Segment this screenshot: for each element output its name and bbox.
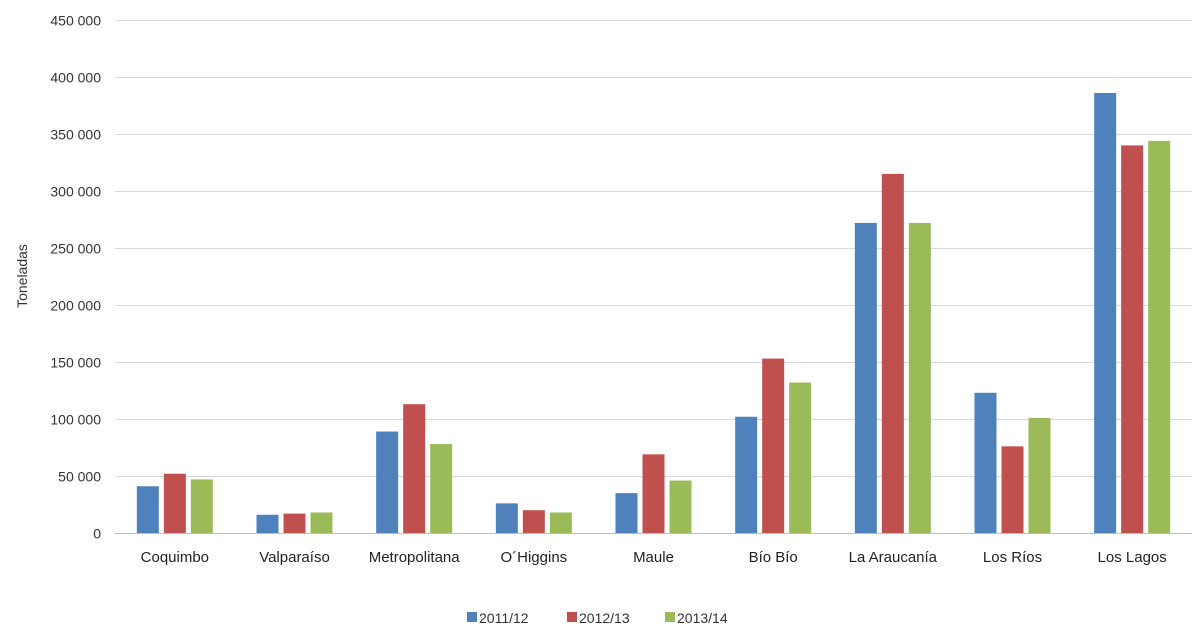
bar bbox=[1148, 140, 1171, 533]
bar bbox=[163, 473, 186, 533]
bar bbox=[310, 512, 333, 533]
bar bbox=[1028, 417, 1051, 533]
bar bbox=[376, 431, 399, 533]
bar bbox=[136, 486, 159, 533]
x-tick-label: Bío Bío bbox=[749, 549, 798, 566]
bar bbox=[974, 392, 997, 533]
bar bbox=[190, 479, 213, 533]
legend-item: 2012/13 bbox=[567, 610, 630, 626]
x-tick-label: Valparaíso bbox=[259, 549, 330, 566]
x-tick-label: Los Lagos bbox=[1098, 549, 1167, 566]
y-tick-label: 250 000 bbox=[50, 241, 101, 257]
legend-swatch bbox=[467, 612, 477, 622]
x-tick-label: La Araucanía bbox=[849, 549, 938, 566]
bar bbox=[283, 513, 306, 533]
x-tick-label: Maule bbox=[633, 549, 674, 566]
legend-swatch bbox=[665, 612, 675, 622]
bar bbox=[881, 173, 904, 533]
y-tick-label: 450 000 bbox=[50, 13, 101, 29]
x-tick-label: O´Higgins bbox=[500, 549, 567, 566]
legend: 2011/12 2012/13 2013/14 bbox=[467, 610, 728, 626]
legend-item: 2013/14 bbox=[665, 610, 728, 626]
bar bbox=[669, 480, 692, 533]
bars bbox=[136, 92, 1171, 534]
bar bbox=[430, 444, 453, 533]
bar bbox=[908, 222, 931, 534]
y-tick-label: 0 bbox=[93, 526, 101, 542]
bar bbox=[854, 222, 877, 534]
bar bbox=[1094, 92, 1117, 534]
x-axis-ticks: Coquimbo Valparaíso Metropolitana O´Higgins… bbox=[141, 549, 1167, 566]
bar bbox=[403, 404, 426, 533]
bar bbox=[1121, 145, 1144, 533]
legend-label: 2013/14 bbox=[677, 610, 728, 626]
legend-label: 2011/12 bbox=[479, 610, 529, 626]
y-tick-label: 350 000 bbox=[50, 127, 101, 143]
gridlines bbox=[115, 20, 1192, 477]
y-axis-ticks: 0 50 000 100 000 150 000 200 000 250 000 300 0… bbox=[50, 13, 101, 542]
bar bbox=[549, 512, 572, 533]
legend-swatch bbox=[567, 612, 577, 622]
bar bbox=[789, 382, 812, 533]
y-tick-label: 100 000 bbox=[50, 412, 101, 428]
y-tick-label: 300 000 bbox=[50, 184, 101, 200]
x-tick-label: Los Ríos bbox=[983, 549, 1042, 566]
bar bbox=[495, 503, 518, 533]
legend-label: 2012/13 bbox=[579, 610, 630, 626]
bar bbox=[1001, 446, 1024, 533]
bar bbox=[762, 358, 785, 533]
x-tick-label: Metropolitana bbox=[369, 549, 461, 566]
bar bbox=[735, 416, 758, 533]
legend-item: 2011/12 bbox=[467, 610, 529, 626]
bar bbox=[615, 493, 638, 533]
y-tick-label: 150 000 bbox=[50, 355, 101, 371]
bar bbox=[522, 510, 545, 533]
y-tick-label: 50 000 bbox=[58, 469, 101, 485]
bar bbox=[642, 454, 665, 533]
x-tick-label: Coquimbo bbox=[141, 549, 209, 566]
y-axis-title: Toneladas bbox=[14, 244, 30, 308]
bar bbox=[256, 514, 279, 533]
y-tick-label: 200 000 bbox=[50, 298, 101, 314]
y-tick-label: 400 000 bbox=[50, 70, 101, 86]
